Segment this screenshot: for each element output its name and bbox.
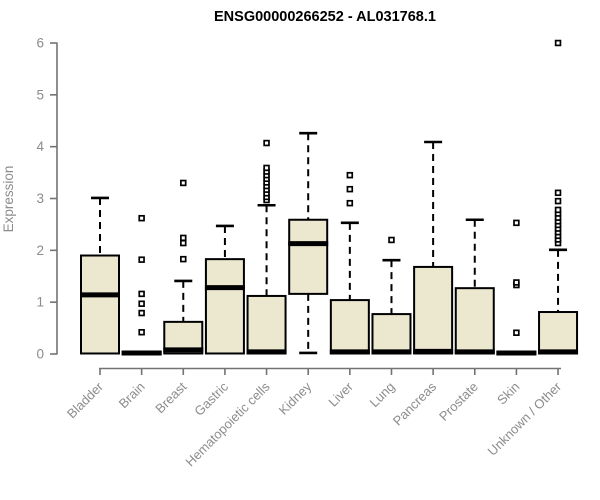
outlier-point (138, 300, 145, 307)
boxplot-group-bladder (80, 196, 120, 355)
outlier-point (554, 189, 562, 197)
outlier-point (263, 139, 270, 147)
outlier-point (554, 206, 562, 214)
outlier-point (513, 329, 520, 336)
chart-title: ENSG00000266252 - AL031768.1 (214, 9, 436, 25)
outlier-point (138, 256, 145, 263)
boxplot-group-unknown-other (538, 39, 579, 355)
boxplot-group-prostate (454, 218, 495, 355)
iqr-box (288, 218, 329, 295)
x-tick-label-gastric: Gastric (191, 379, 231, 419)
x-tick-label-prostate: Prostate (436, 379, 481, 424)
y-tick-label: 2 (36, 243, 44, 258)
boxplot-group-skin (496, 219, 537, 356)
x-tick-label-breast: Breast (152, 379, 189, 416)
outlier-point (513, 219, 520, 227)
x-tick-label-brain: Brain (116, 379, 148, 411)
y-tick-label: 4 (36, 139, 44, 154)
boxplot-group-liver (329, 171, 370, 355)
iqr-box (413, 265, 454, 355)
iqr-box (80, 254, 120, 355)
outlier-point (388, 236, 395, 244)
boxplot-group-hematopoietic-cells (246, 139, 287, 355)
outlier-point (513, 279, 520, 286)
outlier-point (180, 255, 187, 263)
boxplot-group-kidney (288, 131, 329, 355)
x-tick-label-bladder: Bladder (64, 379, 107, 422)
iqr-box (329, 299, 370, 355)
y-tick-label: 5 (36, 87, 44, 102)
outlier-point (554, 197, 562, 205)
y-tick-label: 1 (36, 295, 44, 310)
outlier-point (138, 214, 145, 222)
boxplot-group-gastric (204, 224, 245, 355)
x-tick-label-pancreas: Pancreas (390, 379, 440, 429)
x-tick-label-liver: Liver (325, 379, 356, 410)
x-tick-label-kidney: Kidney (276, 379, 315, 418)
iqr-box (538, 311, 579, 355)
y-tick-label: 6 (36, 36, 44, 51)
outlier-point (138, 290, 145, 298)
boxplot-group-lung (371, 236, 412, 355)
iqr-box (246, 294, 287, 355)
outlier-point (263, 164, 270, 172)
iqr-box (454, 287, 495, 355)
boxes-layer (80, 39, 579, 356)
y-axis-title: Expression (1, 166, 16, 233)
outlier-point (554, 39, 562, 47)
x-tick-label-skin: Skin (494, 379, 522, 407)
outlier-point (346, 171, 354, 179)
iqr-box (371, 313, 412, 355)
outlier-point (346, 185, 354, 193)
x-tick-label-lung: Lung (367, 379, 398, 410)
iqr-box (204, 258, 245, 355)
boxplot-group-brain (121, 214, 162, 356)
outlier-point (180, 234, 187, 242)
boxplot-group-breast (163, 179, 204, 355)
y-tick-label: 3 (36, 191, 44, 206)
outlier-point (138, 309, 145, 317)
boxplot-group-pancreas (413, 140, 454, 355)
outlier-point (138, 328, 145, 336)
x-tick-label-unknown-other: Unknown / Other (485, 379, 565, 459)
outlier-point (346, 199, 354, 207)
outlier-point (180, 179, 187, 187)
y-tick-label: 0 (36, 347, 44, 362)
outlier-point (180, 239, 187, 247)
